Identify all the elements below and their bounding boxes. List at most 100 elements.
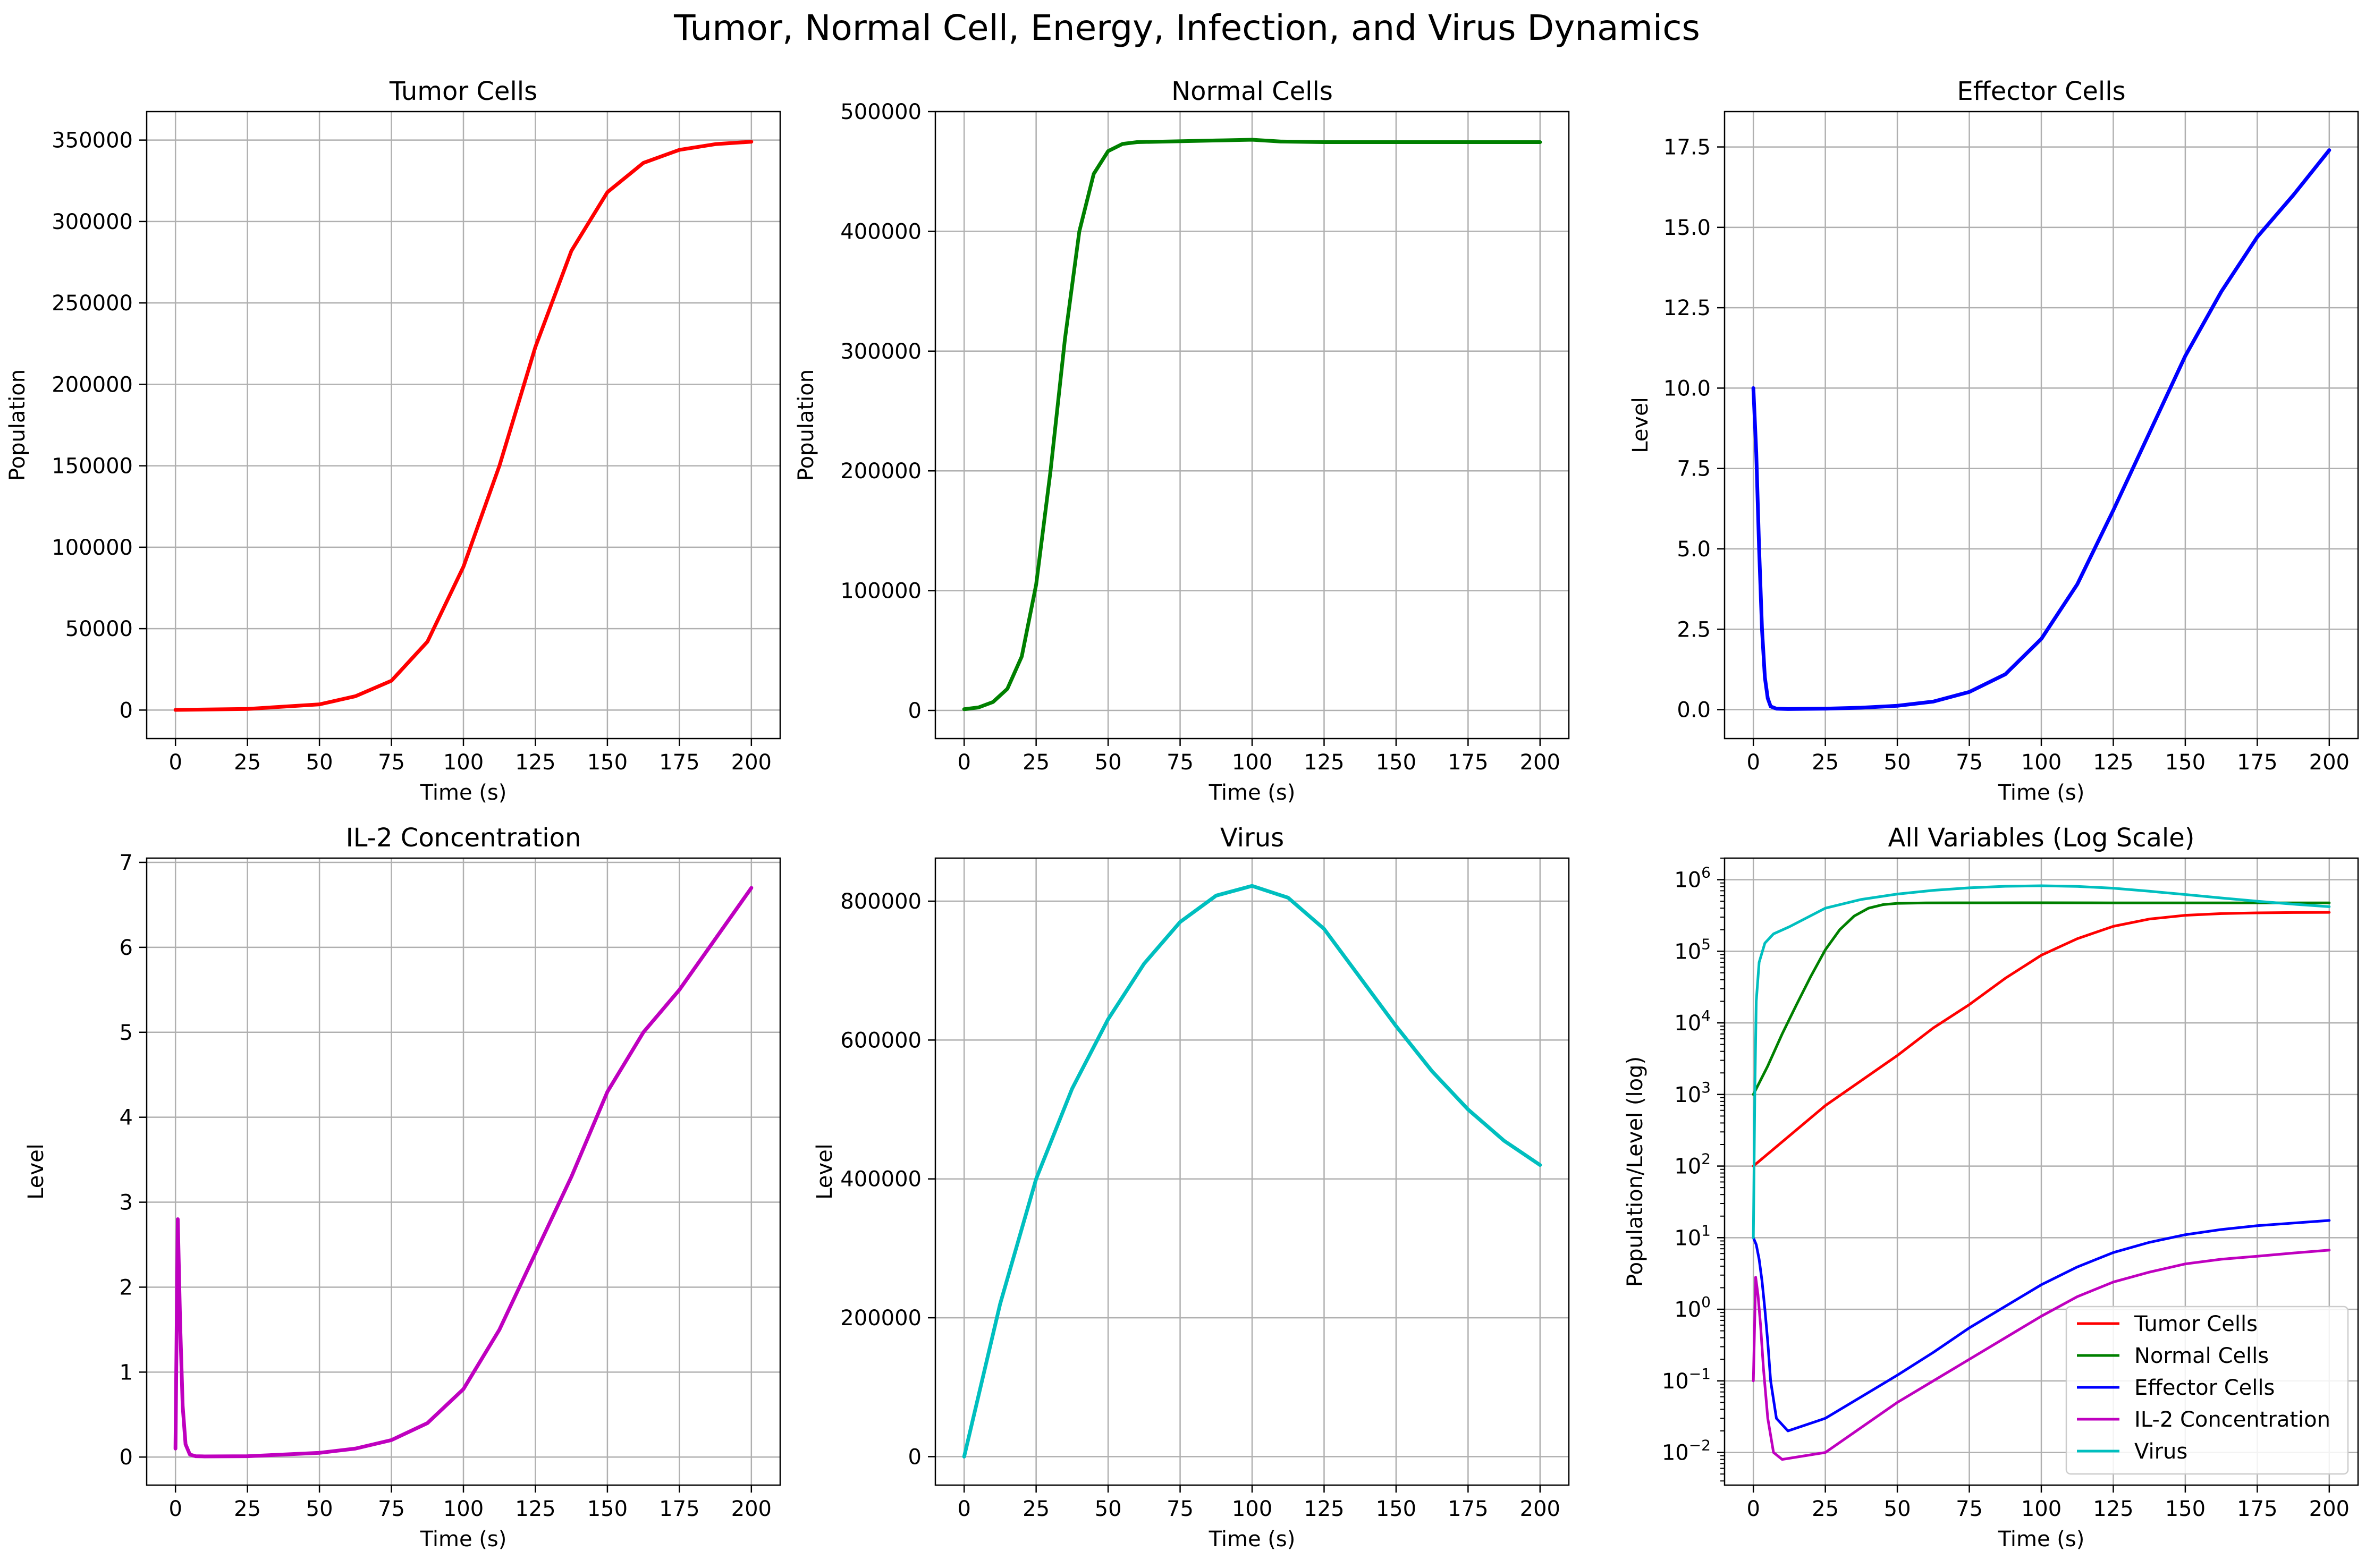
x-tick-label: 175 [659, 1497, 699, 1521]
y-tick-exponent: 5 [1701, 935, 1711, 953]
plot-frame [1724, 857, 2359, 1486]
legend-label: Tumor Cells [2134, 1312, 2258, 1336]
x-tick-label: 0 [1746, 750, 1760, 775]
x-tick-label: 50 [306, 750, 333, 775]
x-tick-label: 125 [1304, 750, 1344, 775]
x-tick-label: 200 [731, 1497, 772, 1521]
y-tick-base: 10 [1674, 939, 1701, 964]
y-tick-exponent: 1 [1701, 1222, 1711, 1239]
x-tick-label: 175 [1448, 750, 1488, 775]
x-axis-label: Time (s) [1209, 1527, 1296, 1552]
y-tick-label: 7 [120, 851, 133, 875]
y-tick-label: 10−2 [1662, 1437, 1711, 1465]
y-tick-label: 350000 [52, 129, 133, 153]
x-tick-label: 100 [2021, 1497, 2062, 1521]
x-tick-label: 25 [234, 1497, 261, 1521]
x-tick-label: 200 [2309, 1497, 2350, 1521]
series-line-normal [962, 138, 1542, 711]
y-tick-label: 106 [1674, 864, 1711, 893]
y-tick-base: 10 [1662, 1441, 1689, 1465]
y-tick-exponent: 0 [1701, 1293, 1711, 1311]
series-line-normal [1752, 901, 2331, 1096]
y-tick-base: 10 [1674, 1011, 1701, 1036]
y-tick-label: 104 [1674, 1007, 1711, 1036]
x-tick-label: 50 [1095, 1497, 1122, 1521]
y-tick-label: 12.5 [1663, 296, 1711, 320]
legend: Tumor Cells Normal Cells Effector Cells IL-… [2065, 1306, 2349, 1475]
y-tick-label: 100 [1674, 1293, 1711, 1322]
x-tick-label: 0 [168, 750, 182, 775]
y-tick-label: 100000 [840, 579, 922, 604]
x-tick-label: 25 [1812, 1497, 1839, 1521]
y-tick-label: 5.0 [1677, 537, 1711, 562]
x-tick-label: 100 [2021, 750, 2062, 775]
subplot-title: Virus [1220, 823, 1284, 853]
x-tick-label: 150 [1376, 750, 1416, 775]
legend-label: IL-2 Concentration [2134, 1408, 2330, 1432]
y-tick-label: 500000 [840, 100, 922, 124]
y-tick-label: 0 [908, 699, 922, 723]
y-tick-label: 100000 [52, 536, 133, 560]
y-tick-label: 2 [120, 1275, 133, 1300]
plot-frame [146, 111, 781, 740]
x-tick-label: 25 [234, 750, 261, 775]
y-axis-label: Population [5, 369, 30, 481]
x-axis-label: Time (s) [1209, 781, 1296, 805]
x-tick-label: 25 [1023, 750, 1050, 775]
subplot-all: 0 25 50 75 100 125 150 175 20010−210−11001011021… [1623, 823, 2359, 1552]
y-tick-label: 7.5 [1677, 457, 1711, 481]
x-tick-label: 75 [1167, 1497, 1194, 1521]
x-tick-label: 0 [957, 1497, 970, 1521]
y-tick-label: 200000 [52, 372, 133, 397]
y-tick-label: 4 [120, 1106, 133, 1130]
x-tick-label: 0 [168, 1497, 182, 1521]
x-tick-label: 200 [1520, 1497, 1560, 1521]
series-line-tumor [173, 140, 754, 712]
y-tick-base: 10 [1674, 1083, 1701, 1107]
x-tick-label: 75 [378, 750, 405, 775]
subplot-title: All Variables (Log Scale) [1888, 823, 2195, 853]
x-tick-label: 125 [515, 1497, 555, 1521]
x-tick-label: 150 [2165, 750, 2206, 775]
y-tick-exponent: −2 [1689, 1437, 1711, 1454]
y-tick-base: 10 [1674, 1298, 1701, 1322]
y-tick-label: 0 [908, 1445, 922, 1469]
y-tick-label: 101 [1674, 1222, 1711, 1250]
y-tick-exponent: 6 [1701, 864, 1711, 882]
x-tick-label: 175 [659, 750, 699, 775]
x-tick-label: 0 [957, 750, 970, 775]
x-tick-label: 25 [1812, 750, 1839, 775]
x-tick-label: 175 [2237, 1497, 2277, 1521]
x-tick-label: 100 [443, 1497, 484, 1521]
x-tick-label: 75 [1167, 750, 1194, 775]
y-tick-label: 400000 [840, 1167, 922, 1192]
legend-label: Normal Cells [2134, 1344, 2269, 1368]
y-tick-label: 150000 [52, 454, 133, 479]
subplot-virus: 0 25 50 75 100 125 150 175 200 0 200000 400000 60000… [813, 823, 1570, 1552]
x-tick-label: 75 [1956, 750, 1983, 775]
subplot-tumor: 0 25 50 75 100 125 150 175 200 0 50000 100000 150000… [5, 77, 781, 805]
y-tick-label: 5 [120, 1021, 133, 1045]
series-line-effector [1752, 1219, 2331, 1433]
x-tick-label: 150 [1376, 1497, 1416, 1521]
x-axis-label: Time (s) [420, 781, 507, 805]
x-tick-label: 175 [2237, 750, 2277, 775]
x-tick-label: 200 [1520, 750, 1560, 775]
y-tick-label: 15.0 [1663, 216, 1711, 240]
y-tick-label: 2.5 [1677, 617, 1711, 642]
x-tick-label: 50 [1095, 750, 1122, 775]
y-tick-label: 200000 [840, 1306, 922, 1330]
y-tick-exponent: −1 [1689, 1365, 1711, 1383]
plot-frame [1724, 111, 2359, 740]
x-tick-label: 50 [1884, 1497, 1911, 1521]
y-tick-label: 103 [1674, 1079, 1711, 1107]
subplot-il2: 0 25 50 75 100 125 150 175 200 0 1 2 3 4 5 6 7 IL-2 Conce… [24, 823, 781, 1552]
y-tick-label: 400000 [840, 219, 922, 244]
y-tick-label: 105 [1674, 935, 1711, 964]
series-line-il2 [1752, 1249, 2331, 1461]
series-line-virus [962, 884, 1542, 1459]
x-tick-label: 0 [1746, 1497, 1760, 1521]
x-axis-label: Time (s) [1998, 1527, 2085, 1552]
